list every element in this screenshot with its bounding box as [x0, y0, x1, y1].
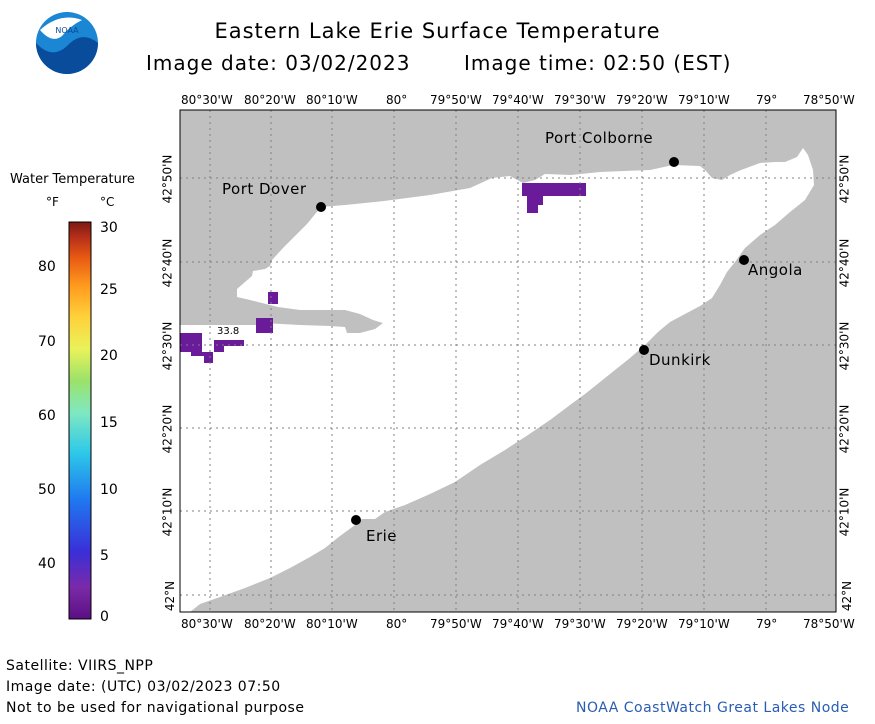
legend-tick-c: 5: [100, 548, 109, 564]
lat-label: 42°10'N: [837, 487, 852, 537]
legend-tick-c: 0: [100, 609, 109, 625]
lon-label: 80°10'W: [306, 617, 358, 631]
lat-label: 42°50'N: [837, 154, 852, 204]
lon-label: 78°50'W: [803, 93, 855, 107]
lat-label: 42°N: [163, 580, 178, 612]
lon-label: 80°20'W: [244, 617, 296, 631]
lat-label: 42°N: [840, 580, 855, 612]
lake-erie-water: [180, 148, 814, 612]
map-area: [68, 109, 837, 620]
city-marker-port-colborne: [669, 157, 679, 167]
lon-label: 79°30'W: [554, 617, 606, 631]
ice-patch-east: [522, 183, 586, 213]
image-time: Image time: 02:50 (EST): [464, 51, 732, 75]
lon-label: 80°: [386, 617, 408, 631]
legend-tick-c: 15: [100, 415, 118, 431]
legend-colorbar: [68, 221, 92, 620]
city-label-angola: Angola: [748, 261, 803, 279]
city-markers: [316, 157, 749, 525]
city-label-port-dover: Port Dover: [222, 180, 307, 198]
lat-label: 42°10'N: [160, 487, 175, 537]
lon-label: 80°10'W: [306, 93, 358, 107]
lon-label: 79°10'W: [678, 93, 730, 107]
lon-label: 80°30'W: [181, 93, 233, 107]
city-marker-port-dover: [316, 202, 326, 212]
graticule: [180, 110, 836, 612]
city-label-erie: Erie: [366, 527, 398, 545]
lon-label: 79°40'W: [492, 617, 544, 631]
legend-tick-c: 30: [100, 220, 118, 236]
legend-tick-c: 25: [100, 282, 118, 298]
lon-label: 79°20'W: [616, 93, 668, 107]
legend-tick-f: 50: [38, 482, 56, 498]
lat-label: 42°40'N: [837, 238, 852, 288]
footer-disclaimer: Not to be used for navigational purpose: [6, 700, 305, 716]
lat-label: 42°40'N: [160, 238, 175, 288]
footer-credit: NOAA CoastWatch Great Lakes Node: [576, 700, 850, 716]
ice-patch-mid: [256, 318, 273, 333]
legend-tick-c: 10: [100, 482, 118, 498]
ice-patch-north: [268, 292, 278, 304]
lon-label: 80°: [386, 93, 408, 107]
ice-patches: [180, 183, 586, 363]
image-date: Image date: 03/02/2023: [146, 51, 411, 75]
legend-title: Water Temperature: [10, 172, 135, 187]
ice-patch-west: [180, 333, 213, 363]
temperature-annotation: 33.8: [217, 326, 240, 337]
lon-label: 80°30'W: [181, 617, 233, 631]
map-border: [179, 109, 837, 613]
city-marker-dunkirk: [639, 345, 649, 355]
noaa-logo: NOAA: [36, 12, 98, 74]
legend-tick-f: 70: [38, 334, 56, 350]
lon-label: 79°50'W: [430, 93, 482, 107]
lon-label: 79°: [756, 93, 778, 107]
legend-tick-f: 80: [38, 259, 56, 275]
legend-tick-f: 40: [38, 556, 56, 572]
lon-label: 79°20'W: [616, 617, 668, 631]
legend-unit-c: °C: [100, 195, 115, 209]
lon-label: 80°20'W: [244, 93, 296, 107]
ice-patch-west-2: [214, 340, 244, 352]
city-marker-angola: [739, 255, 749, 265]
legend-tick-c: 20: [100, 348, 118, 364]
city-label-dunkirk: Dunkirk: [649, 351, 711, 369]
lat-label: 42°30'N: [837, 321, 852, 371]
lon-label: 78°50'W: [803, 617, 855, 631]
map-title: Eastern Lake Erie Surface Temperature: [214, 19, 661, 43]
city-marker-erie: [351, 515, 361, 525]
lon-label: 79°: [756, 617, 778, 631]
logo-text: NOAA: [55, 26, 79, 35]
lat-label: 42°30'N: [160, 321, 175, 371]
lon-label: 79°10'W: [678, 617, 730, 631]
legend-unit-f: °F: [46, 195, 59, 209]
lat-label: 42°20'N: [837, 404, 852, 454]
lat-label: 42°50'N: [160, 154, 175, 204]
lon-label: 79°50'W: [430, 617, 482, 631]
city-label-port-colborne: Port Colborne: [545, 129, 654, 147]
lon-label: 79°30'W: [554, 93, 606, 107]
footer-satellite: Satellite: VIIRS_NPP: [6, 658, 154, 674]
lon-label: 79°40'W: [492, 93, 544, 107]
legend-tick-f: 60: [38, 408, 56, 424]
lat-label: 42°20'N: [160, 404, 175, 454]
footer-utc-date: Image date: (UTC) 03/02/2023 07:50: [6, 679, 281, 695]
